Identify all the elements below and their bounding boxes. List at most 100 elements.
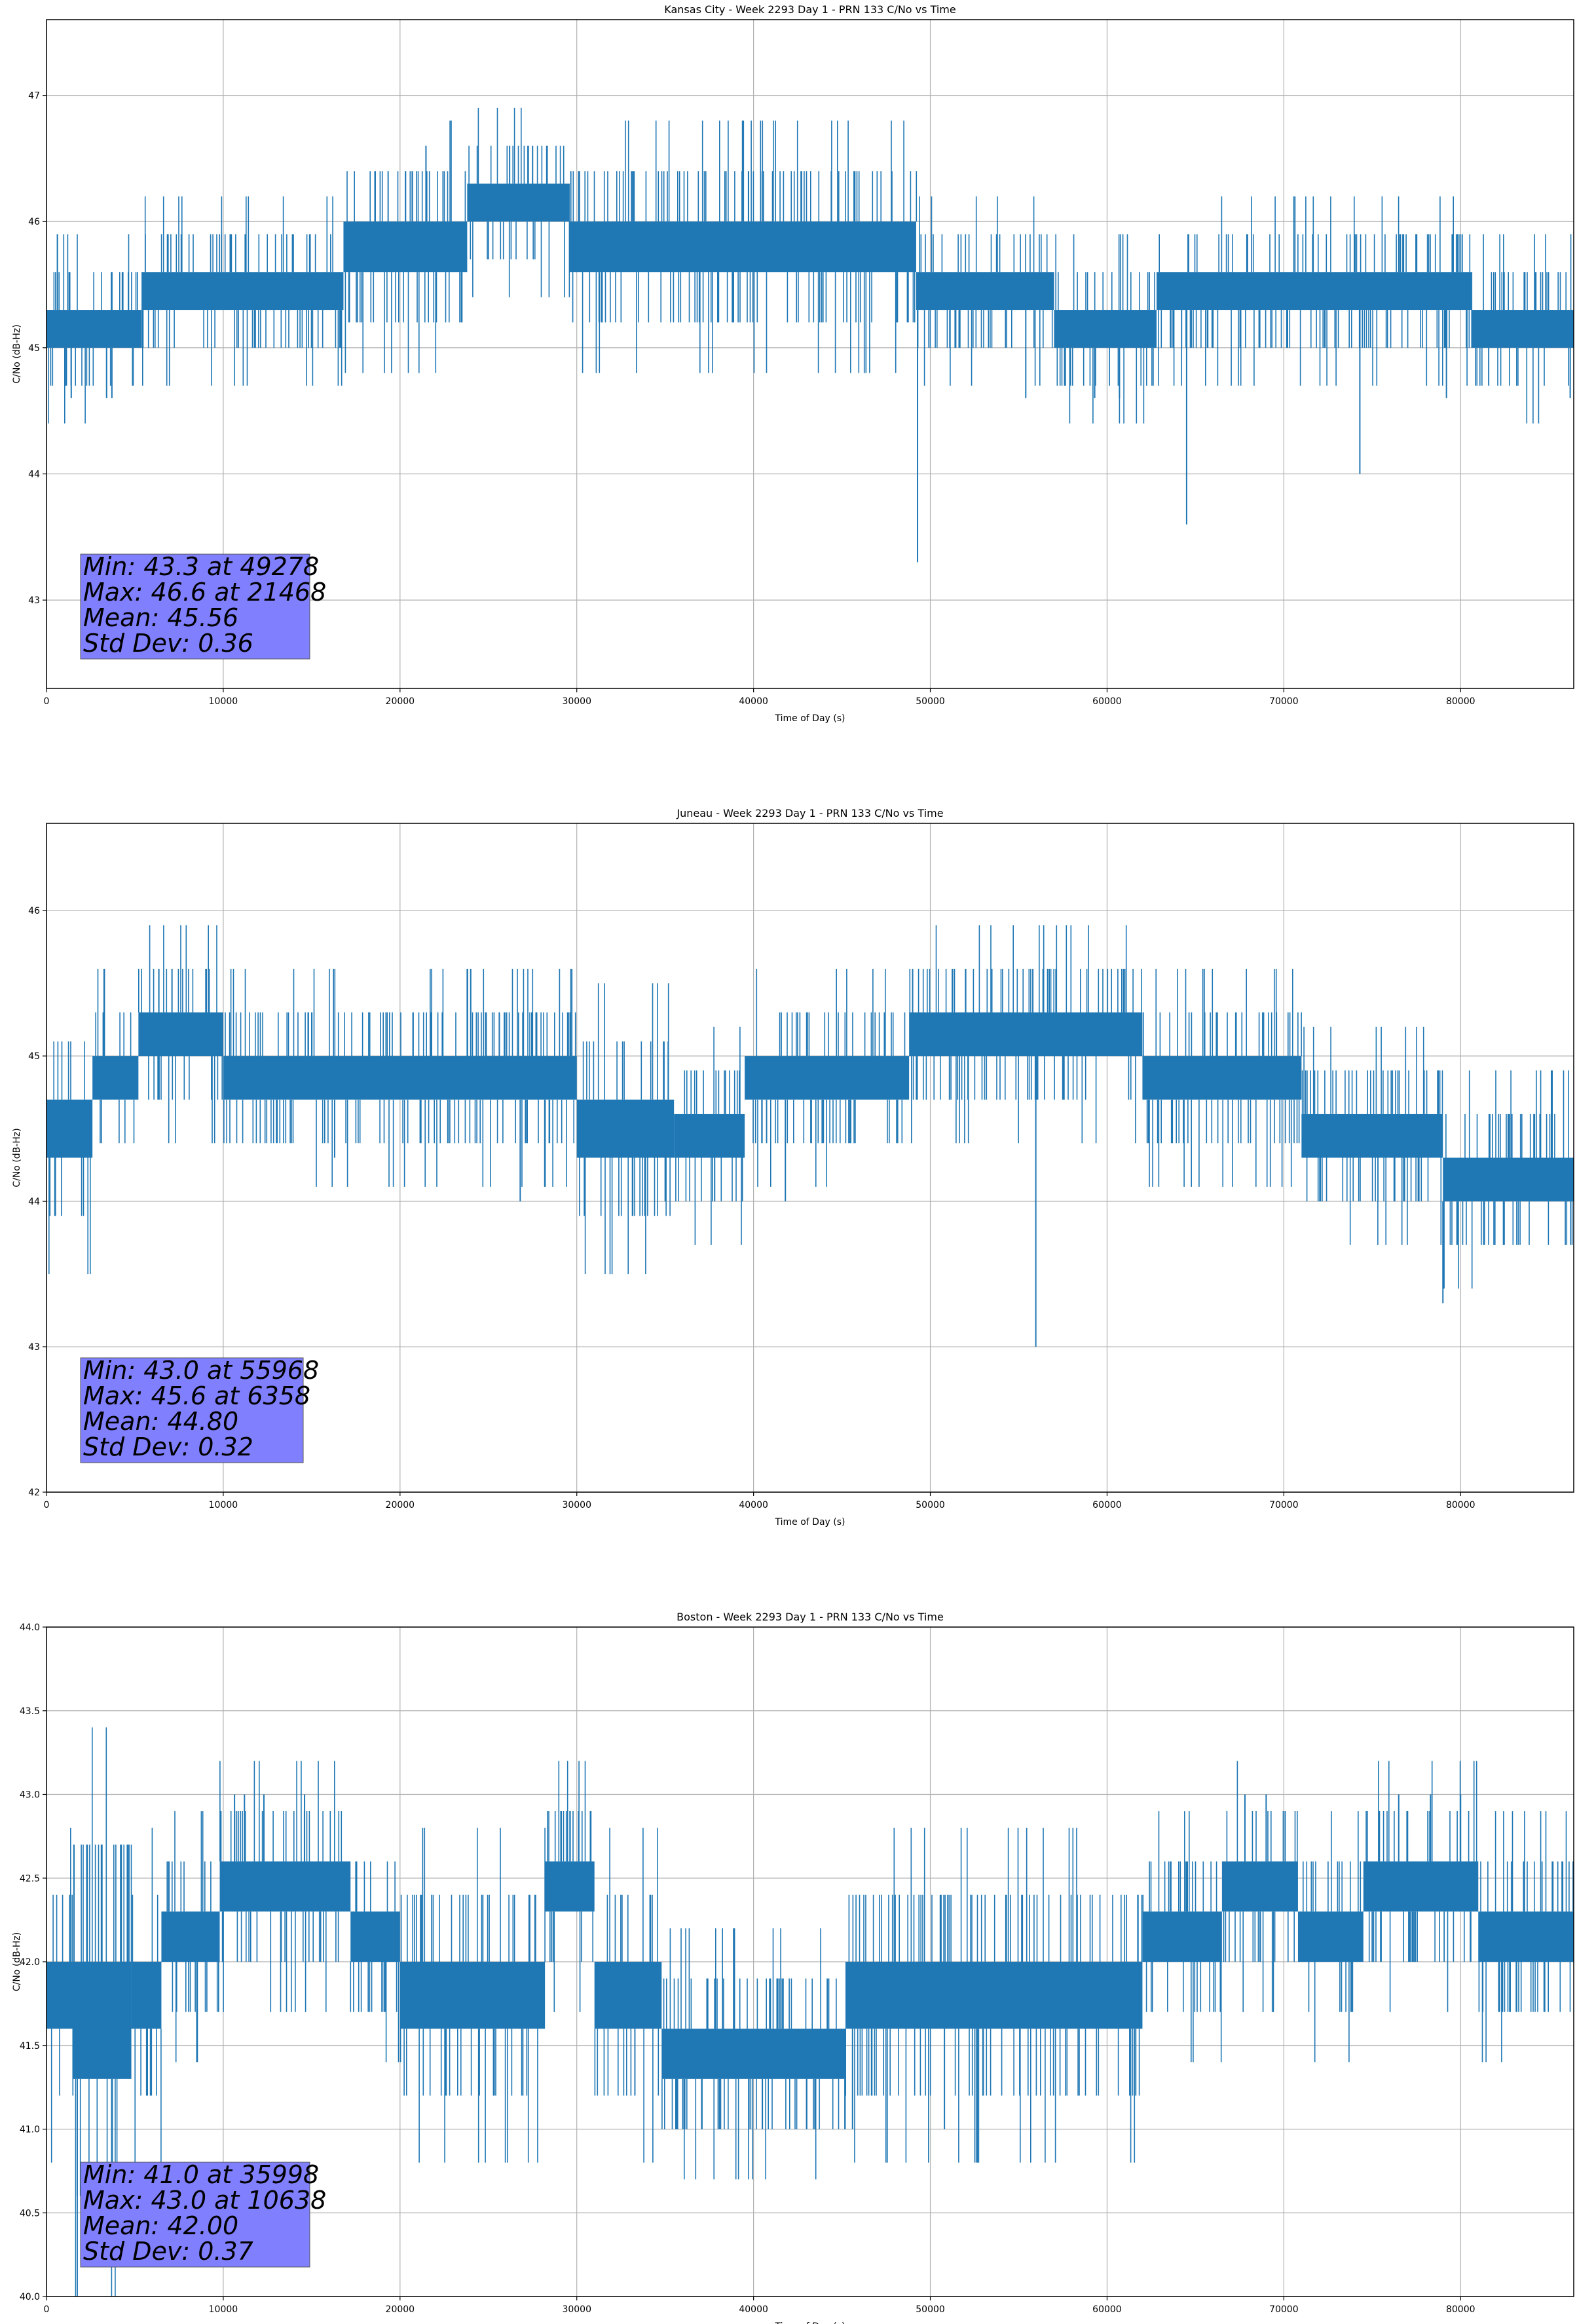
band-segment — [1478, 1911, 1574, 1962]
stats-line: Std Dev: 0.37 — [83, 2237, 253, 2266]
band-flicker — [1365, 1761, 1477, 2012]
stats-line: Min: 41.0 at 35998 — [83, 2160, 319, 2189]
band-flicker — [675, 1026, 743, 1245]
stats-box — [80, 553, 310, 660]
x-axis-label: Time of Day (s) — [775, 1517, 845, 1527]
stats-line: Max: 43.0 at 10638 — [83, 2186, 326, 2215]
band-flicker — [1158, 196, 1471, 386]
x-tick-label: 60000 — [1092, 2304, 1122, 2315]
x-tick-label: 60000 — [1092, 696, 1122, 707]
band-segment — [916, 272, 1054, 310]
stats-box — [80, 1357, 304, 1463]
x-tick-label: 70000 — [1269, 1500, 1299, 1510]
band-segment — [223, 1056, 577, 1100]
band-segment — [350, 1911, 400, 1962]
band-segment — [46, 1099, 93, 1158]
x-tick-label: 10000 — [209, 2304, 238, 2315]
band-segment — [1221, 1861, 1298, 1912]
data-series — [46, 925, 1574, 1347]
band-segment — [909, 1012, 1143, 1057]
band-segment — [1142, 1056, 1302, 1100]
band-flicker — [50, 1827, 74, 2163]
band-segment — [399, 1962, 546, 2029]
x-tick-label: 30000 — [562, 1500, 591, 1510]
band-segment — [138, 1012, 223, 1057]
band-flicker — [579, 983, 671, 1275]
band-segment — [594, 1962, 662, 2029]
band-segment — [576, 1099, 675, 1158]
x-tick-label: 20000 — [386, 1500, 415, 1510]
stats-line: Std Dev: 0.36 — [83, 629, 253, 658]
stats-line: Mean: 42.00 — [83, 2211, 238, 2240]
x-tick-label: 70000 — [1269, 696, 1299, 707]
x-tick-label: 30000 — [562, 696, 591, 707]
band-segment — [569, 221, 916, 272]
band-flicker — [1303, 1811, 1362, 2063]
band-segment — [1301, 1114, 1443, 1158]
band-segment — [1363, 1861, 1479, 1912]
band-flicker — [752, 969, 906, 1187]
band-segment — [161, 1911, 220, 1962]
chart-title: Kansas City - Week 2293 Day 1 - PRN 133 … — [664, 3, 955, 16]
band-segment — [343, 221, 468, 272]
band-segment — [92, 1056, 139, 1100]
band-flicker — [468, 107, 570, 297]
data-series — [46, 107, 1574, 563]
y-tick-label: 44 — [28, 470, 40, 480]
band-flicker — [132, 1827, 162, 2163]
stats-line: Max: 45.6 at 6358 — [83, 1381, 310, 1410]
x-tick-label: 40000 — [739, 2304, 768, 2315]
axes-frame — [46, 19, 1574, 689]
band-segment — [46, 310, 142, 348]
band-flicker — [138, 925, 223, 1144]
stats-line: Min: 43.3 at 49278 — [83, 552, 319, 581]
y-axis-label: C/No (dB-Hz) — [12, 1932, 22, 1991]
x-tick-label: 20000 — [386, 696, 415, 707]
band-flicker — [1471, 234, 1572, 424]
band-flicker — [1301, 1026, 1443, 1245]
band-segment — [46, 1962, 73, 2029]
y-tick-label: 44.0 — [20, 1622, 40, 1633]
x-tick-label: 0 — [44, 696, 50, 707]
band-flicker — [350, 1861, 401, 2063]
y-tick-label: 44 — [28, 1197, 40, 1207]
x-tick-label: 40000 — [739, 1500, 768, 1510]
stats-line: Min: 43.0 at 55968 — [83, 1356, 319, 1385]
chart-title: Juneau - Week 2293 Day 1 - PRN 133 C/No … — [676, 807, 943, 819]
band-flicker — [845, 1827, 1144, 2163]
band-segment — [845, 1962, 1143, 2029]
band-segment — [545, 1861, 595, 1912]
x-tick-label: 50000 — [916, 2304, 945, 2315]
band-segment — [1443, 1157, 1574, 1202]
band-segment — [1157, 272, 1472, 310]
band-flicker — [1478, 1811, 1574, 2063]
band-flicker — [1223, 1761, 1298, 2012]
y-tick-label: 41.0 — [20, 2125, 40, 2135]
x-tick-label: 40000 — [739, 696, 768, 707]
band-segment — [1142, 1911, 1222, 1962]
band-flicker — [48, 234, 143, 424]
y-tick-label: 43.0 — [20, 1790, 40, 1801]
band-flicker — [223, 969, 578, 1187]
band-flicker — [142, 196, 343, 386]
data-series — [46, 1727, 1574, 2296]
subplot-3: Boston - Week 2293 Day 1 - PRN 133 C/No … — [12, 1611, 1574, 2324]
y-axis-label: C/No (dB-Hz) — [12, 1128, 22, 1187]
band-flicker — [400, 1827, 546, 2163]
band-segment — [467, 183, 570, 222]
band-flicker — [570, 121, 918, 373]
band-flicker — [1145, 1811, 1222, 2063]
y-tick-label: 43 — [28, 1342, 40, 1353]
band-segment — [1054, 310, 1157, 348]
band-segment — [661, 2029, 845, 2079]
x-tick-label: 50000 — [916, 1500, 945, 1510]
y-tick-label: 40.5 — [20, 2208, 40, 2219]
x-tick-label: 80000 — [1446, 2304, 1475, 2315]
stats-line: Std Dev: 0.32 — [83, 1433, 253, 1461]
x-tick-label: 0 — [44, 1500, 50, 1510]
stats-box — [80, 2162, 310, 2268]
stats-line: Mean: 44.80 — [83, 1407, 238, 1436]
y-tick-label: 40.0 — [20, 2292, 40, 2302]
band-segment — [1471, 310, 1574, 348]
band-segment — [219, 1861, 351, 1912]
